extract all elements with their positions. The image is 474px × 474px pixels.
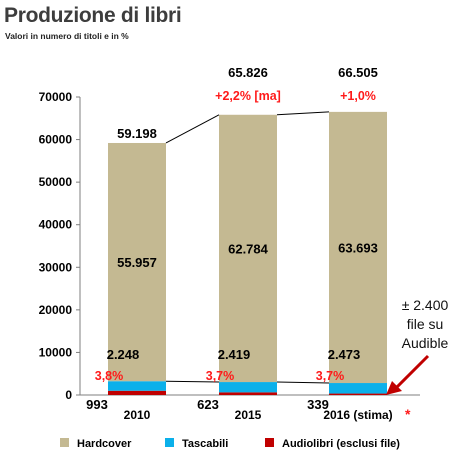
bar-segment [329, 111, 387, 384]
total-connector-line [276, 111, 330, 116]
y-tick-label: 50000 [39, 175, 73, 189]
tascabili-share-label: 3,8% [95, 369, 124, 383]
x-category-label: 2010 [124, 408, 151, 422]
tascabili-value-label: 2.473 [328, 347, 361, 362]
tascabili-share-label: 3,7% [206, 369, 235, 383]
y-tick-label: 30000 [39, 260, 73, 274]
y-tick-label: 10000 [39, 345, 73, 359]
audiolibri-value-label: 993 [86, 397, 108, 412]
growth-label: +2,2% [ma] [215, 89, 281, 103]
y-tick-label: 20000 [39, 303, 73, 317]
bar-segment [329, 393, 387, 395]
legend-swatch [165, 438, 174, 447]
audiolibri-value-label: 623 [197, 397, 219, 412]
audible-note-line2: file su [407, 316, 444, 332]
y-tick-label: 40000 [39, 218, 73, 232]
bar-segment [219, 114, 277, 383]
y-tick-label: 60000 [39, 133, 73, 147]
legend-label: Hardcover [77, 438, 132, 450]
chart-title: Produzione di libri [4, 4, 182, 27]
bar-segment [329, 383, 387, 394]
tascabili-connector-line [165, 380, 220, 383]
total-value-label: 65.826 [228, 65, 268, 80]
audible-arrow-shaft [394, 354, 430, 390]
hardcover-value-label: 55.957 [117, 255, 157, 270]
bar-segment [108, 381, 166, 391]
legend-label: Audiolibri (esclusi file) [282, 438, 400, 450]
total-value-label: 66.505 [338, 65, 378, 80]
hardcover-value-label: 62.784 [228, 241, 269, 256]
x-category-label: 2016 (stima) [323, 408, 392, 422]
footnote-marker: * [405, 406, 411, 422]
bar-segment [219, 382, 277, 393]
tascabili-connector-line [276, 381, 330, 384]
bar-segment [108, 142, 166, 382]
legend-label: Tascabili [182, 438, 228, 450]
tascabili-value-label: 2.419 [218, 347, 251, 362]
tascabili-value-label: 2.248 [107, 347, 140, 362]
audible-note-line3: Audible [402, 335, 449, 351]
audible-note-line1: ± 2.400 [402, 297, 449, 313]
y-tick-label: 70000 [39, 90, 73, 104]
bar-segment [108, 390, 166, 395]
chart-subtitle: Valori in numero di titoli e in % [5, 31, 129, 41]
growth-label: +1,0% [340, 89, 376, 103]
y-tick-label: 0 [65, 388, 72, 402]
bar-segment [219, 392, 277, 395]
audiolibri-value-label: 339 [307, 397, 329, 412]
legend-swatch [60, 438, 69, 447]
total-value-label: 59.198 [117, 126, 157, 141]
total-connector-line [165, 114, 220, 144]
tascabili-share-label: 3,7% [316, 369, 345, 383]
hardcover-value-label: 63.693 [338, 240, 378, 255]
legend-swatch [265, 438, 274, 447]
x-category-label: 2015 [235, 408, 262, 422]
audible-arrow-head [386, 381, 402, 395]
